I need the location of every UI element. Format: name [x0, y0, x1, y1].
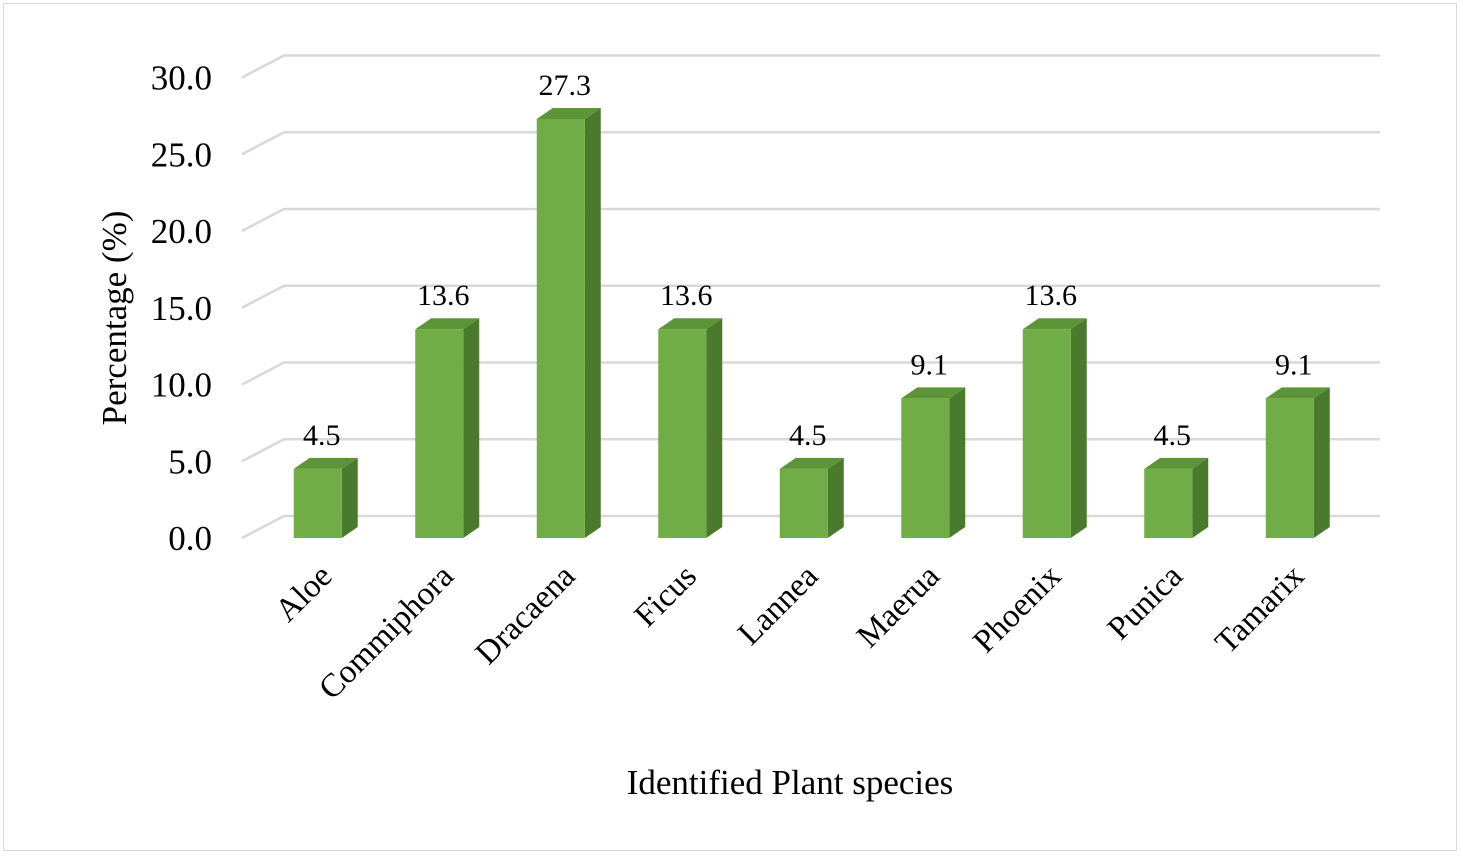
y-axis-title: Percentage (%) [95, 211, 134, 426]
y-tick-label: 0.0 [168, 519, 212, 558]
y-tick-label: 15.0 [151, 289, 212, 328]
bar-dracaena [536, 107, 601, 538]
y-axis-ticks: 0.0 5.0 10.0 15.0 20.0 25.0 30.0 [151, 59, 212, 559]
x-tick-label: Lannea [731, 558, 825, 652]
gridlines [241, 54, 1380, 540]
data-label: 9.1 [1275, 348, 1313, 381]
chart-frame [3, 3, 1457, 851]
bar-front [415, 329, 464, 538]
bar-front [1144, 468, 1193, 538]
x-axis-title: Identified Plant species [627, 763, 954, 802]
bar-side [1313, 387, 1330, 538]
bar-front [779, 468, 828, 538]
bar-top [293, 457, 358, 469]
data-label: 4.5 [303, 419, 341, 452]
data-label: 13.6 [660, 279, 713, 312]
bar-front [658, 329, 707, 538]
bar-maerua [901, 387, 966, 538]
bar-top [1265, 387, 1330, 399]
bar-side [1192, 457, 1209, 538]
bar-front [901, 398, 950, 538]
y-tick-label: 25.0 [151, 135, 212, 174]
bar-front [1022, 329, 1071, 538]
data-label: 27.3 [539, 69, 592, 102]
y-tick-label: 20.0 [151, 212, 212, 251]
bar-top [1144, 457, 1209, 469]
bar-front [293, 468, 342, 538]
bar-lannea [779, 457, 844, 538]
data-label: 13.6 [417, 279, 470, 312]
bar-side [341, 457, 358, 538]
bar-front [1265, 398, 1314, 538]
data-labels: 4.5 13.6 27.3 13.6 4.5 9.1 13.6 4.5 9.1 [303, 69, 1313, 452]
gridline [241, 207, 1380, 233]
y-tick-label: 5.0 [168, 442, 212, 481]
gridline [241, 438, 1380, 463]
data-label: 4.5 [1154, 419, 1192, 452]
x-tick-label: Dracaena [469, 558, 583, 672]
gridline [241, 284, 1380, 309]
bars [293, 107, 1330, 538]
data-label: 13.6 [1025, 279, 1078, 312]
gridline [241, 361, 1380, 386]
bar-top [658, 318, 723, 330]
bar-punica [1144, 457, 1209, 538]
bar-side [1070, 318, 1087, 538]
bar-top [901, 387, 966, 399]
gridline [241, 514, 1380, 540]
x-tick-label: Phoenix [966, 558, 1068, 660]
y-tick-label: 30.0 [151, 59, 212, 98]
x-tick-label: Tamarix [1209, 558, 1312, 661]
bar-commiphora [415, 318, 480, 538]
bar-phoenix [1022, 318, 1087, 538]
bar-top [1022, 318, 1087, 330]
x-tick-label: Maerua [850, 558, 947, 655]
x-tick-label: Ficus [628, 558, 704, 634]
bar-side [584, 107, 601, 538]
bar-aloe [293, 457, 358, 538]
x-tick-label: Punica [1101, 558, 1190, 647]
gridline [241, 54, 1380, 79]
bar-tamarix [1265, 387, 1330, 538]
y-tick-label: 10.0 [151, 366, 212, 405]
x-tick-label: Aloe [269, 558, 340, 629]
bar-front [536, 118, 585, 538]
bar-side [949, 387, 966, 538]
data-label: 4.5 [789, 419, 827, 452]
bar-top [415, 318, 480, 330]
gridline [241, 131, 1380, 156]
bar-side [706, 318, 723, 538]
bar-top [536, 107, 601, 119]
data-label: 9.1 [911, 348, 949, 381]
bar-side [463, 318, 480, 538]
bar-side [827, 457, 844, 538]
bar-top [779, 457, 844, 469]
bar-ficus [658, 318, 723, 538]
